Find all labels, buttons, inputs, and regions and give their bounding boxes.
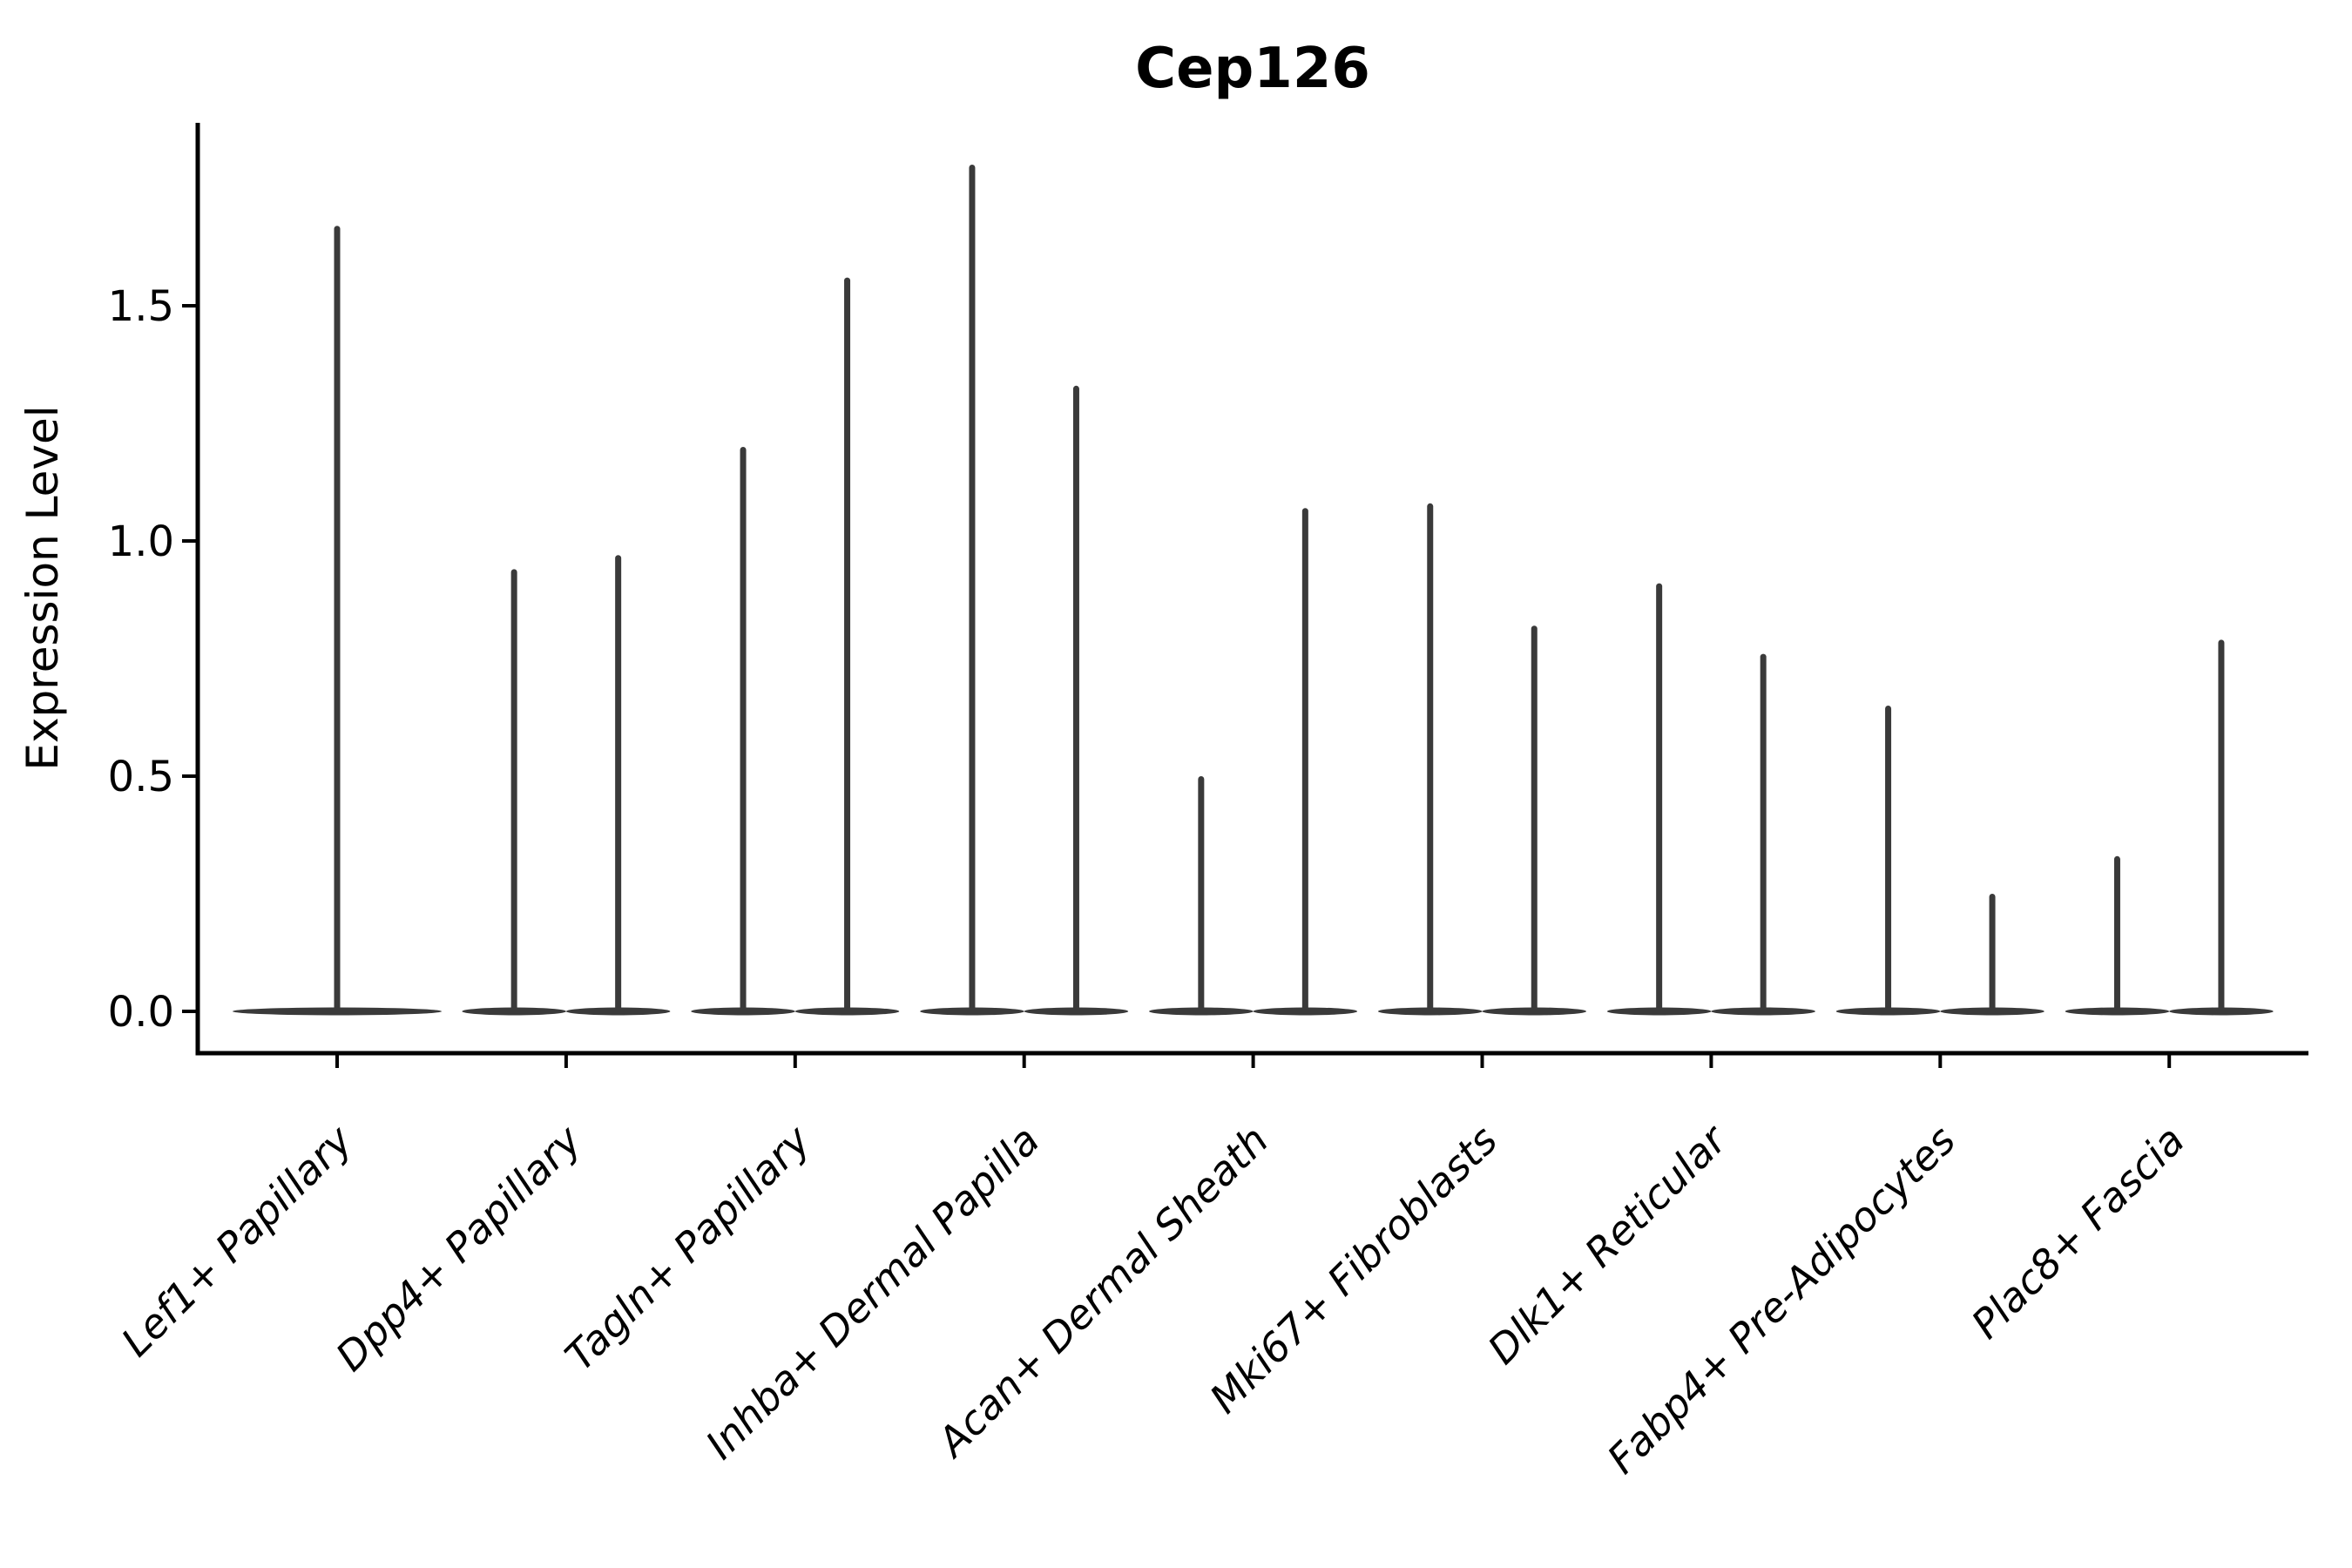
- x-tick-label: Plac8+ Fascia: [1963, 1117, 2193, 1348]
- y-tick-label: 0.5: [108, 753, 174, 801]
- x-tick-label: Dlk1+ Reticular: [1479, 1114, 1738, 1373]
- x-tick-label: Dpp4+ Papillary: [327, 1116, 591, 1380]
- y-axis-label: Expression Level: [17, 405, 68, 770]
- x-tick-label: Tagln+ Papillary: [556, 1116, 820, 1380]
- y-tick-label: 1.5: [108, 282, 174, 331]
- y-tick-label: 1.0: [108, 517, 174, 566]
- y-axis-ticks: 0.0 0.5 1.0 1.5: [108, 282, 198, 1037]
- violins: [233, 165, 2274, 1016]
- x-tick-label: Lef1+ Papillary: [112, 1116, 362, 1365]
- y-tick-label: 0.0: [108, 988, 174, 1037]
- chart-title: Cep126: [1135, 37, 1370, 101]
